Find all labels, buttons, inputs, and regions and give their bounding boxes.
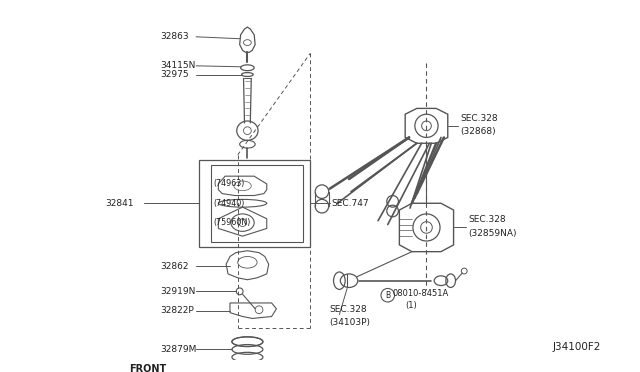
Text: 32822P: 32822P bbox=[160, 306, 194, 315]
Text: (74963): (74963) bbox=[214, 179, 245, 188]
Text: 32862: 32862 bbox=[160, 262, 189, 271]
Text: (74940): (74940) bbox=[214, 199, 245, 208]
Text: FRONT: FRONT bbox=[129, 364, 166, 372]
Text: 32975: 32975 bbox=[160, 70, 189, 79]
Text: SEC.747: SEC.747 bbox=[332, 199, 369, 208]
Text: B: B bbox=[385, 291, 390, 300]
Text: 34115N: 34115N bbox=[160, 61, 196, 70]
Text: (32868): (32868) bbox=[460, 127, 496, 136]
Text: SEC.328: SEC.328 bbox=[468, 215, 506, 224]
Text: 08010-8451A: 08010-8451A bbox=[392, 289, 449, 298]
Text: (34103P): (34103P) bbox=[330, 318, 371, 327]
Text: J34100F2: J34100F2 bbox=[552, 341, 601, 352]
Text: (75960N): (75960N) bbox=[214, 218, 251, 227]
Text: 32919N: 32919N bbox=[160, 287, 196, 296]
Text: 32863: 32863 bbox=[160, 32, 189, 41]
Text: 32841: 32841 bbox=[105, 199, 134, 208]
Bar bbox=[211, 164, 303, 242]
Text: (1): (1) bbox=[405, 301, 417, 310]
Text: SEC.328: SEC.328 bbox=[330, 305, 367, 314]
Text: (32859NA): (32859NA) bbox=[468, 229, 516, 238]
Bar bbox=[199, 160, 310, 247]
Text: 32879M: 32879M bbox=[160, 345, 196, 354]
Text: SEC.328: SEC.328 bbox=[460, 113, 498, 123]
